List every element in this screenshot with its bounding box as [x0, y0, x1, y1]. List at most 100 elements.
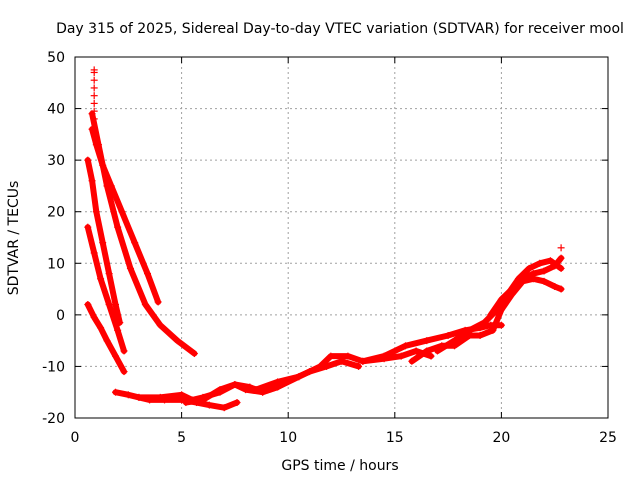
data-point	[551, 282, 559, 290]
y-tick-label: -20	[42, 411, 65, 427]
series-trace	[112, 389, 240, 411]
data-point	[450, 337, 458, 345]
x-axis-label: GPS time / hours	[281, 458, 398, 474]
series-trace	[89, 110, 198, 357]
data-point	[497, 295, 505, 303]
data-point	[546, 257, 554, 265]
grid-lines	[75, 57, 608, 418]
data-point	[489, 326, 497, 334]
data-series	[84, 66, 565, 412]
x-tick-label: 0	[71, 430, 80, 446]
data-point	[182, 399, 190, 407]
chart-title: Day 315 of 2025, Sidereal Day-to-day VTE…	[56, 21, 624, 37]
data-point	[112, 301, 120, 309]
data-point	[90, 249, 98, 257]
data-point	[397, 352, 405, 360]
y-axis-label: SDTVAR / TECUs	[6, 181, 22, 296]
data-point	[359, 357, 367, 365]
data-point	[220, 404, 228, 412]
data-point	[118, 208, 126, 216]
data-point	[103, 337, 111, 345]
data-point	[143, 270, 151, 278]
data-point	[519, 275, 527, 283]
data-point	[141, 301, 149, 309]
series-sat-c	[84, 156, 124, 327]
data-point	[135, 393, 143, 401]
series-sat-i	[252, 347, 435, 394]
data-point	[97, 275, 105, 283]
outlier-point	[557, 244, 565, 252]
data-point	[497, 321, 505, 329]
data-point	[557, 254, 565, 262]
data-point	[173, 337, 181, 345]
series-trace	[487, 255, 565, 318]
data-point	[540, 267, 548, 275]
series-sat-e	[84, 301, 128, 376]
data-point	[551, 262, 559, 270]
series-sat-b	[88, 110, 198, 358]
data-point	[540, 277, 548, 285]
series-sat-d	[84, 223, 128, 355]
data-point	[380, 352, 388, 360]
plot-frame	[74, 56, 609, 419]
data-point	[252, 386, 260, 394]
data-point	[480, 319, 488, 327]
data-point	[92, 208, 100, 216]
data-point	[233, 399, 241, 407]
data-point	[529, 270, 537, 278]
series-trace	[84, 224, 127, 354]
series-trace	[182, 358, 362, 406]
data-point	[199, 396, 207, 404]
data-point	[84, 156, 92, 164]
data-point	[295, 373, 303, 381]
data-point	[178, 391, 186, 399]
data-point	[131, 239, 139, 247]
data-point	[427, 352, 435, 360]
series-peak-stack	[90, 68, 98, 123]
data-point	[508, 285, 516, 293]
data-point	[156, 393, 164, 401]
data-point	[120, 368, 128, 376]
data-point	[114, 223, 122, 231]
data-point	[103, 182, 111, 190]
data-point	[216, 386, 224, 394]
data-point	[444, 331, 452, 339]
data-point	[433, 347, 441, 355]
y-tick-label: 20	[47, 205, 65, 221]
y-tick-label: 50	[47, 50, 65, 66]
data-point	[316, 362, 324, 370]
y-tick-label: -10	[42, 359, 65, 375]
data-point	[84, 301, 92, 309]
data-point	[90, 313, 98, 321]
series-trace	[84, 301, 127, 375]
y-tick-label: 40	[47, 102, 65, 118]
data-point	[557, 285, 565, 293]
outlier-point	[90, 66, 98, 74]
data-point	[246, 383, 254, 391]
data-point	[408, 357, 416, 365]
axes: 0 5 10 15 20 25 -20 -10 0 10 20 30 40 50	[42, 50, 617, 446]
data-point	[344, 352, 352, 360]
data-point	[190, 350, 198, 358]
y-tick-label: 0	[56, 308, 65, 324]
x-tick-label: 10	[279, 430, 297, 446]
data-point	[105, 270, 113, 278]
data-point	[114, 326, 122, 334]
data-point	[274, 378, 282, 386]
data-point	[105, 301, 113, 309]
x-tick-label: 5	[177, 430, 186, 446]
data-point	[536, 259, 544, 267]
data-point	[205, 401, 213, 409]
data-point	[557, 264, 565, 272]
x-tick-label: 20	[492, 430, 510, 446]
data-point	[476, 331, 484, 339]
data-point	[84, 223, 92, 231]
data-point	[525, 264, 533, 272]
y-tick-label: 10	[47, 256, 65, 272]
data-point	[465, 326, 473, 334]
data-point	[99, 239, 107, 247]
data-point	[112, 388, 120, 396]
y-tick-label: 30	[47, 153, 65, 169]
data-point	[88, 177, 96, 185]
